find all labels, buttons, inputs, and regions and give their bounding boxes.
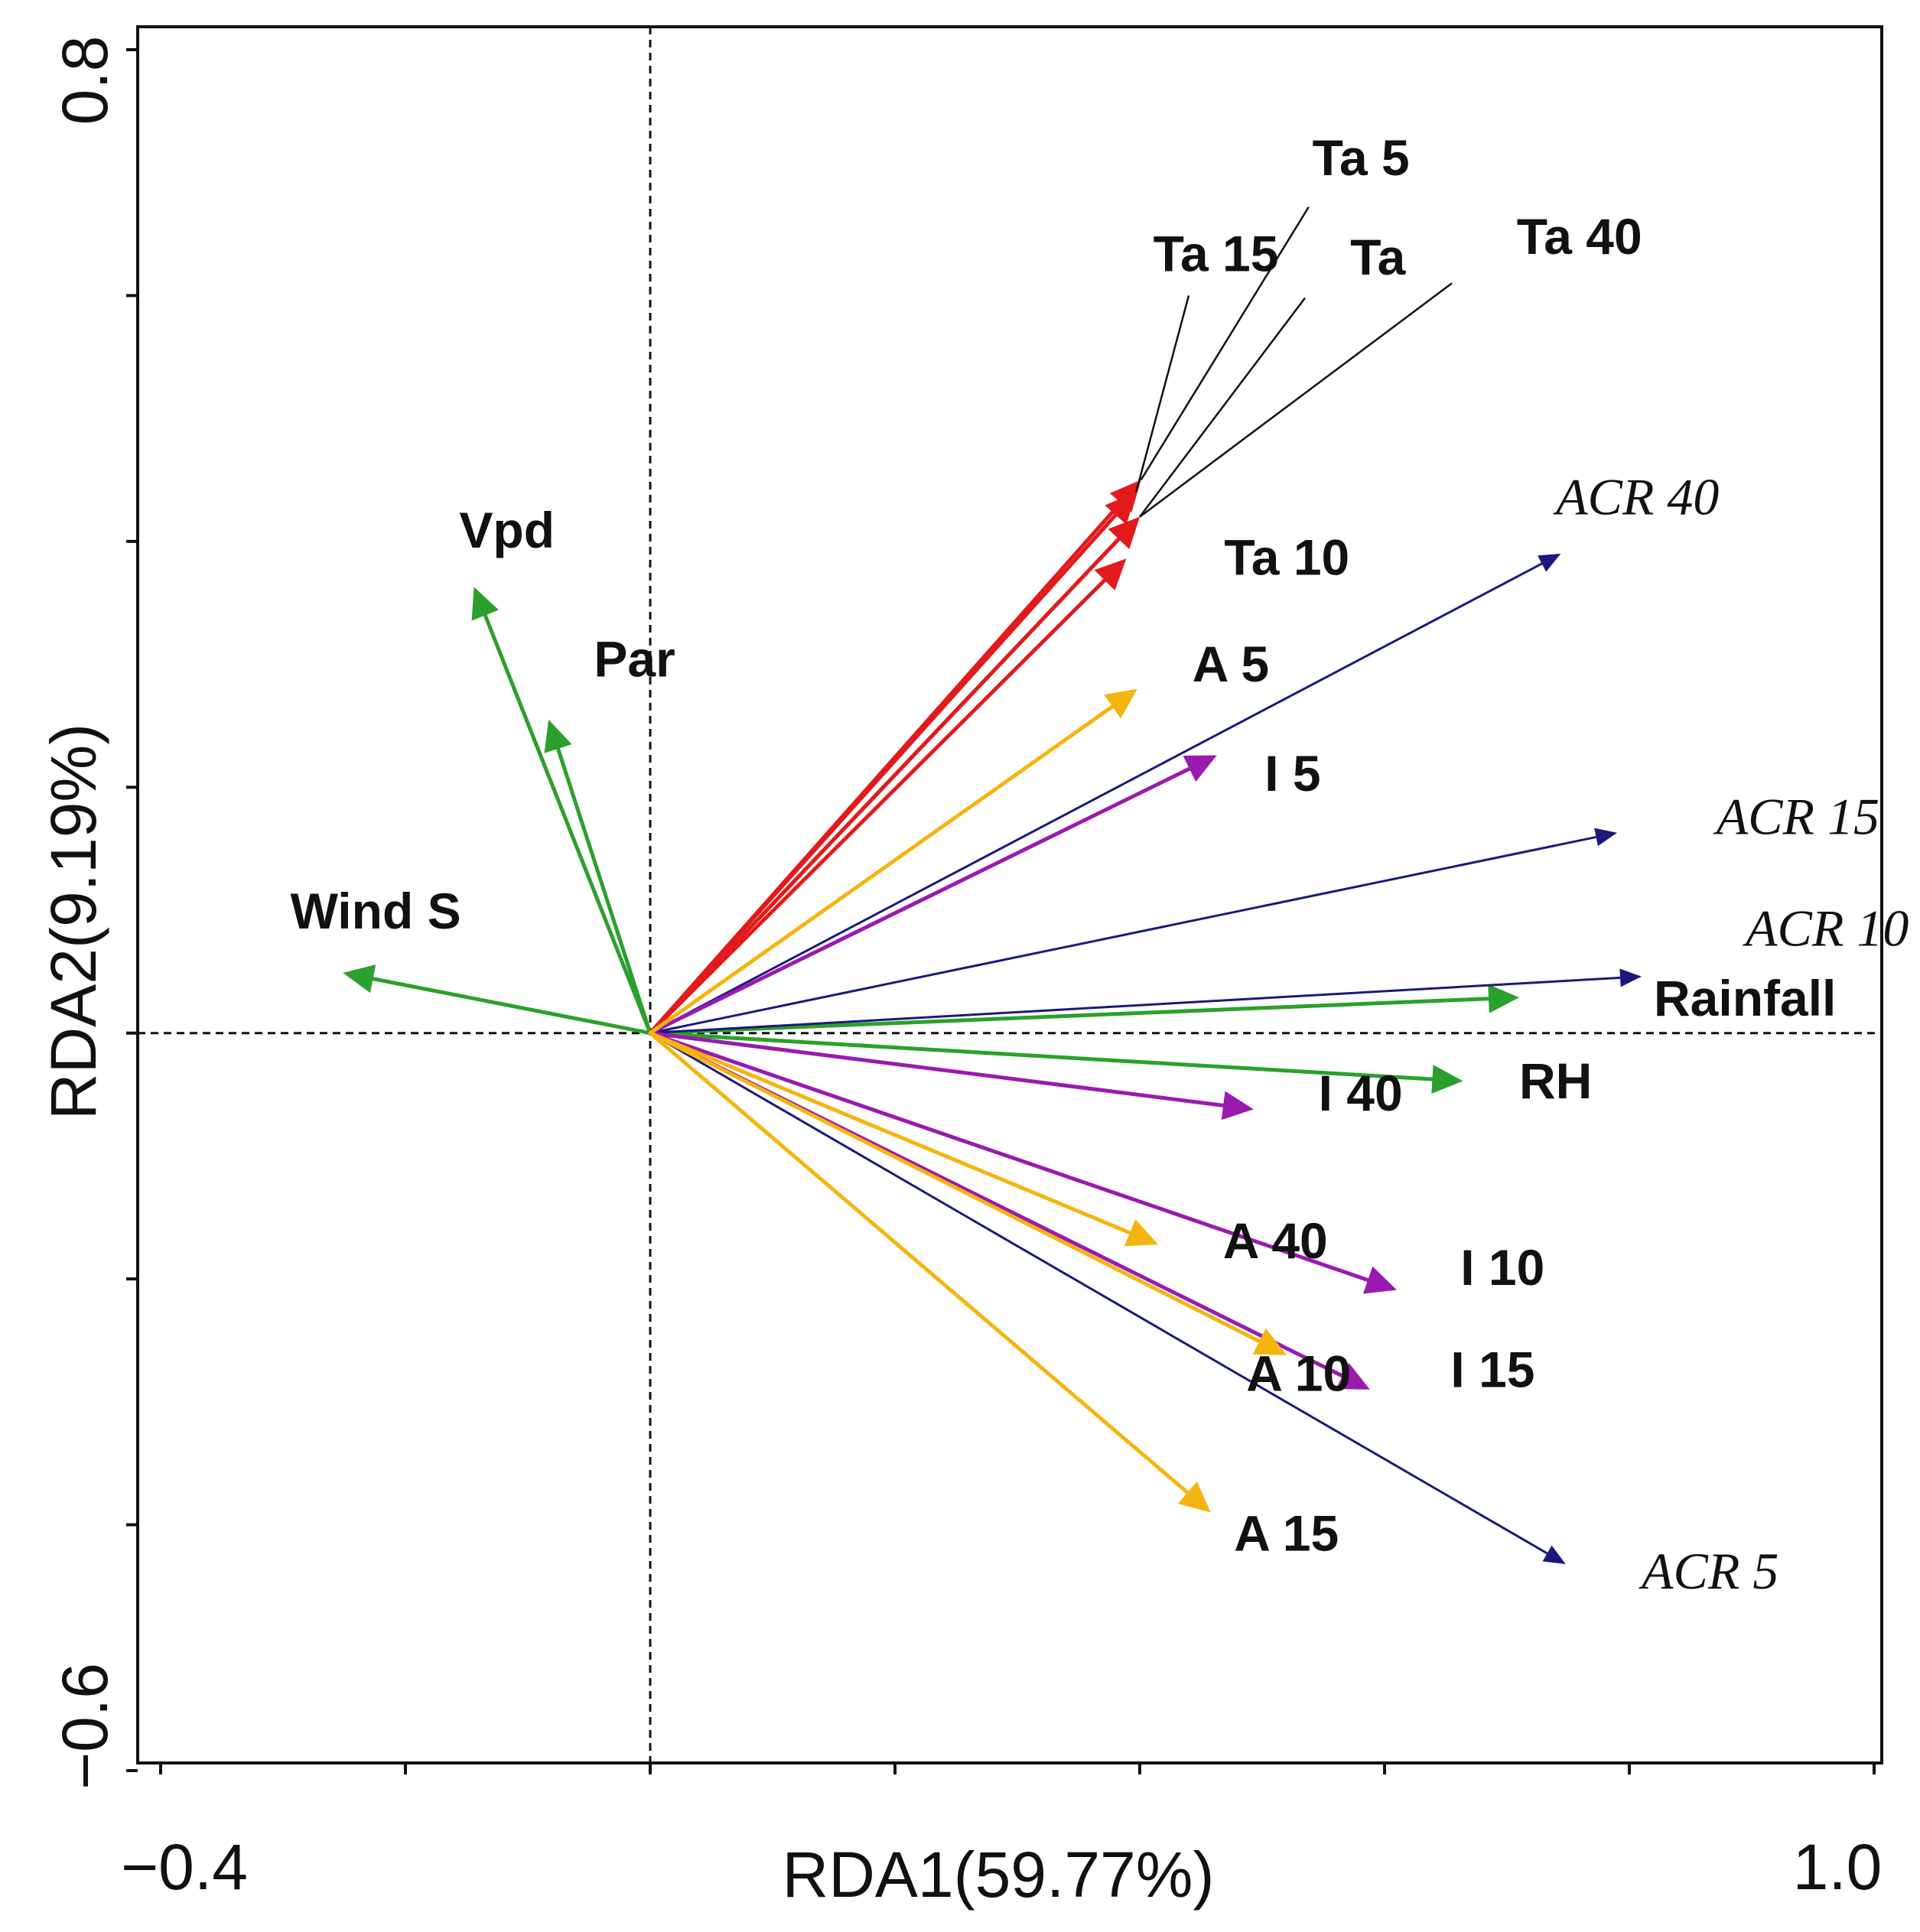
arrowhead-a-10: [1252, 1328, 1287, 1355]
label-ta-15: Ta 15: [1154, 225, 1279, 281]
arrowhead-acr-15: [1594, 828, 1617, 847]
arrowhead-a-5: [1104, 688, 1137, 719]
label-ta: Ta: [1350, 229, 1406, 285]
vector-line-i-5: [648, 766, 1192, 1036]
vector-i-40: [648, 1031, 1254, 1120]
arrowhead-acr-40: [1538, 553, 1561, 572]
vector-rainfall: [648, 984, 1519, 1036]
label-par: Par: [594, 631, 675, 688]
label-acr-5: ACR 5: [1639, 1542, 1778, 1600]
vector-line-i-10: [648, 1031, 1370, 1283]
label-ta-40: Ta 40: [1517, 208, 1642, 265]
label-acr-15: ACR 15: [1713, 787, 1879, 845]
vector-line-ta-10: [648, 578, 1107, 1036]
x-tick-label-max: 1.0: [1793, 1831, 1883, 1903]
vector-line-par: [556, 746, 652, 1036]
arrowhead-rainfall: [1488, 984, 1519, 1013]
arrowhead-a-40: [1124, 1219, 1158, 1247]
vector-a-15: [648, 1031, 1211, 1513]
vector-line-a-15: [648, 1031, 1189, 1495]
arrowhead-a-15: [1178, 1482, 1211, 1513]
label-acr-10: ACR 10: [1743, 899, 1909, 958]
arrowhead-vpd: [471, 587, 499, 621]
arrowhead-ta-10: [1094, 558, 1127, 591]
label-i-15: I 15: [1450, 1342, 1534, 1398]
label-a-5: A 5: [1193, 636, 1269, 692]
label-i-5: I 5: [1264, 745, 1320, 802]
label-a-40: A 40: [1223, 1212, 1328, 1269]
vector-line-a-5: [648, 704, 1115, 1036]
label-rainfall: Rainfall: [1654, 970, 1836, 1026]
vector-a-5: [648, 688, 1137, 1036]
vector-line-ta-15: [648, 512, 1118, 1036]
label-i-40: I 40: [1319, 1065, 1403, 1121]
vector-wind-s: [343, 964, 652, 1036]
plot-frame: [136, 25, 1883, 1764]
leader-line-ta: [1139, 297, 1306, 518]
arrowhead-acr-10: [1619, 968, 1642, 987]
vector-acr-5: [649, 1032, 1566, 1564]
arrowhead-i-10: [1362, 1266, 1397, 1294]
y-tick-label-max: 0.8: [49, 36, 121, 125]
label-rh: RH: [1519, 1052, 1592, 1109]
vector-line-i-40: [648, 1031, 1225, 1107]
arrowhead-wind-s: [343, 964, 376, 994]
vector-line-rh: [648, 1031, 1434, 1081]
label-vpd: Vpd: [459, 502, 555, 558]
vector-acr-15: [649, 828, 1617, 1035]
x-axis-title: RDA1(59.77%): [783, 1839, 1215, 1911]
vector-ta-40: [648, 516, 1140, 1036]
arrowhead-i-15: [1336, 1363, 1370, 1390]
label-i-10: I 10: [1460, 1239, 1544, 1296]
leader-line-ta-40: [1139, 282, 1453, 518]
vector-i-10: [648, 1031, 1397, 1294]
vector-ta-15: [648, 492, 1137, 1036]
vector-line-ta-40: [648, 537, 1121, 1036]
label-ta-10: Ta 10: [1224, 529, 1349, 585]
arrowhead-par: [544, 719, 572, 753]
leader-line-ta-15: [1134, 295, 1190, 493]
vector-line-vpd: [483, 613, 652, 1036]
y-axis-title: RDA2(9.19%): [37, 724, 109, 1120]
arrowhead-ta-5: [1109, 480, 1141, 513]
vector-vpd: [471, 587, 652, 1036]
leader-line-ta-5: [1140, 207, 1310, 481]
vector-line-acr-5: [649, 1032, 1549, 1555]
vector-line-acr-15: [649, 835, 1598, 1035]
arrowhead-ta-15: [1105, 492, 1137, 525]
label-a-10: A 10: [1246, 1345, 1351, 1401]
label-ta-5: Ta 5: [1313, 129, 1410, 186]
vector-a-40: [648, 1031, 1158, 1247]
vector-line-acr-10: [649, 976, 1622, 1035]
vector-line-wind-s: [371, 977, 652, 1036]
arrowhead-i-40: [1221, 1091, 1254, 1120]
vector-par: [544, 719, 652, 1036]
vector-line-rainfall: [648, 997, 1491, 1036]
label-wind-s: Wind S: [291, 883, 461, 939]
label-a-15: A 15: [1234, 1504, 1339, 1561]
y-tick-label-min: −0.6: [49, 1663, 121, 1790]
vector-line-a-10: [648, 1031, 1261, 1344]
arrowhead-i-5: [1183, 755, 1217, 782]
vector-a-10: [648, 1031, 1287, 1355]
x-tick-label-min: −0.4: [121, 1831, 248, 1903]
arrowhead-ta-40: [1108, 516, 1140, 549]
vector-i-5: [648, 755, 1217, 1036]
arrowhead-rh: [1431, 1065, 1463, 1094]
vector-ta-10: [648, 558, 1127, 1036]
vector-line-acr-40: [649, 562, 1544, 1035]
vector-acr-10: [649, 968, 1642, 1035]
vector-acr-40: [649, 553, 1561, 1035]
vector-rh: [648, 1031, 1463, 1094]
arrowhead-acr-5: [1542, 1545, 1566, 1564]
label-acr-40: ACR 40: [1553, 468, 1719, 526]
vector-line-a-40: [648, 1031, 1132, 1235]
